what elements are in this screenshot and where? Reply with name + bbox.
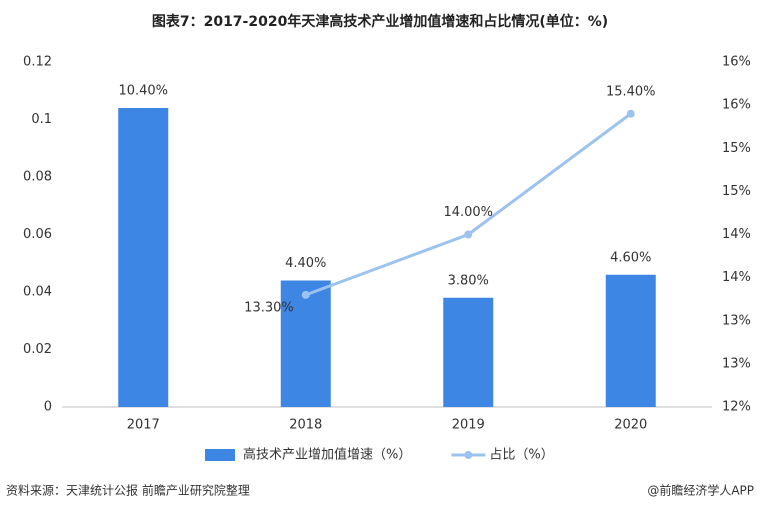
legend-swatch <box>205 449 235 461</box>
x-tick-label: 2018 <box>289 418 322 433</box>
bar <box>280 280 331 407</box>
bar <box>605 274 656 407</box>
data-label: 15.40% <box>606 84 656 99</box>
legend-label: 占比（%） <box>489 448 553 463</box>
credit: @前瞻经济学人APP <box>647 483 754 498</box>
y2-tick-label: 12% <box>722 400 751 415</box>
line-point <box>464 230 473 239</box>
chart-title: 图表7：2017-2020年天津高技术产业增加值增速和占比情况(单位：%) <box>152 13 608 30</box>
y-tick-label: 0.02 <box>23 342 52 357</box>
data-label: 10.40% <box>118 84 168 99</box>
source: 资料来源：天津统计公报 前瞻产业研究院整理 <box>6 483 250 498</box>
bar <box>118 108 169 407</box>
x-tick-label: 2017 <box>127 418 160 433</box>
y2-tick-label: 13% <box>722 356 751 371</box>
y2-tick-label: 16% <box>722 55 751 70</box>
y2-tick-label: 14% <box>722 270 751 285</box>
data-label: 4.40% <box>285 256 326 271</box>
y-tick-label: 0 <box>44 400 52 415</box>
y-tick-label: 0.06 <box>23 227 52 242</box>
y2-tick-label: 14% <box>722 227 751 242</box>
y2-tick-label: 15% <box>722 184 751 199</box>
y-tick-label: 0.1 <box>31 112 52 127</box>
line-point <box>626 109 635 118</box>
y2-tick-label: 15% <box>722 141 751 156</box>
y2-tick-label: 13% <box>722 313 751 328</box>
legend-label: 高技术产业增加值增速（%） <box>243 447 411 463</box>
y2-tick-label: 16% <box>722 98 751 113</box>
x-tick-label: 2020 <box>614 418 647 433</box>
x-tick-label: 2019 <box>452 418 485 433</box>
y-tick-label: 0.12 <box>23 55 52 70</box>
y-tick-label: 0.08 <box>23 170 52 185</box>
data-label: 14.00% <box>443 205 493 220</box>
y-tick-label: 0.04 <box>23 285 52 300</box>
bar <box>443 297 494 407</box>
data-label: 13.30% <box>244 300 294 315</box>
data-label: 3.80% <box>448 273 489 288</box>
line-point <box>301 290 310 299</box>
data-label: 4.60% <box>610 250 651 265</box>
legend-swatch <box>464 451 473 459</box>
